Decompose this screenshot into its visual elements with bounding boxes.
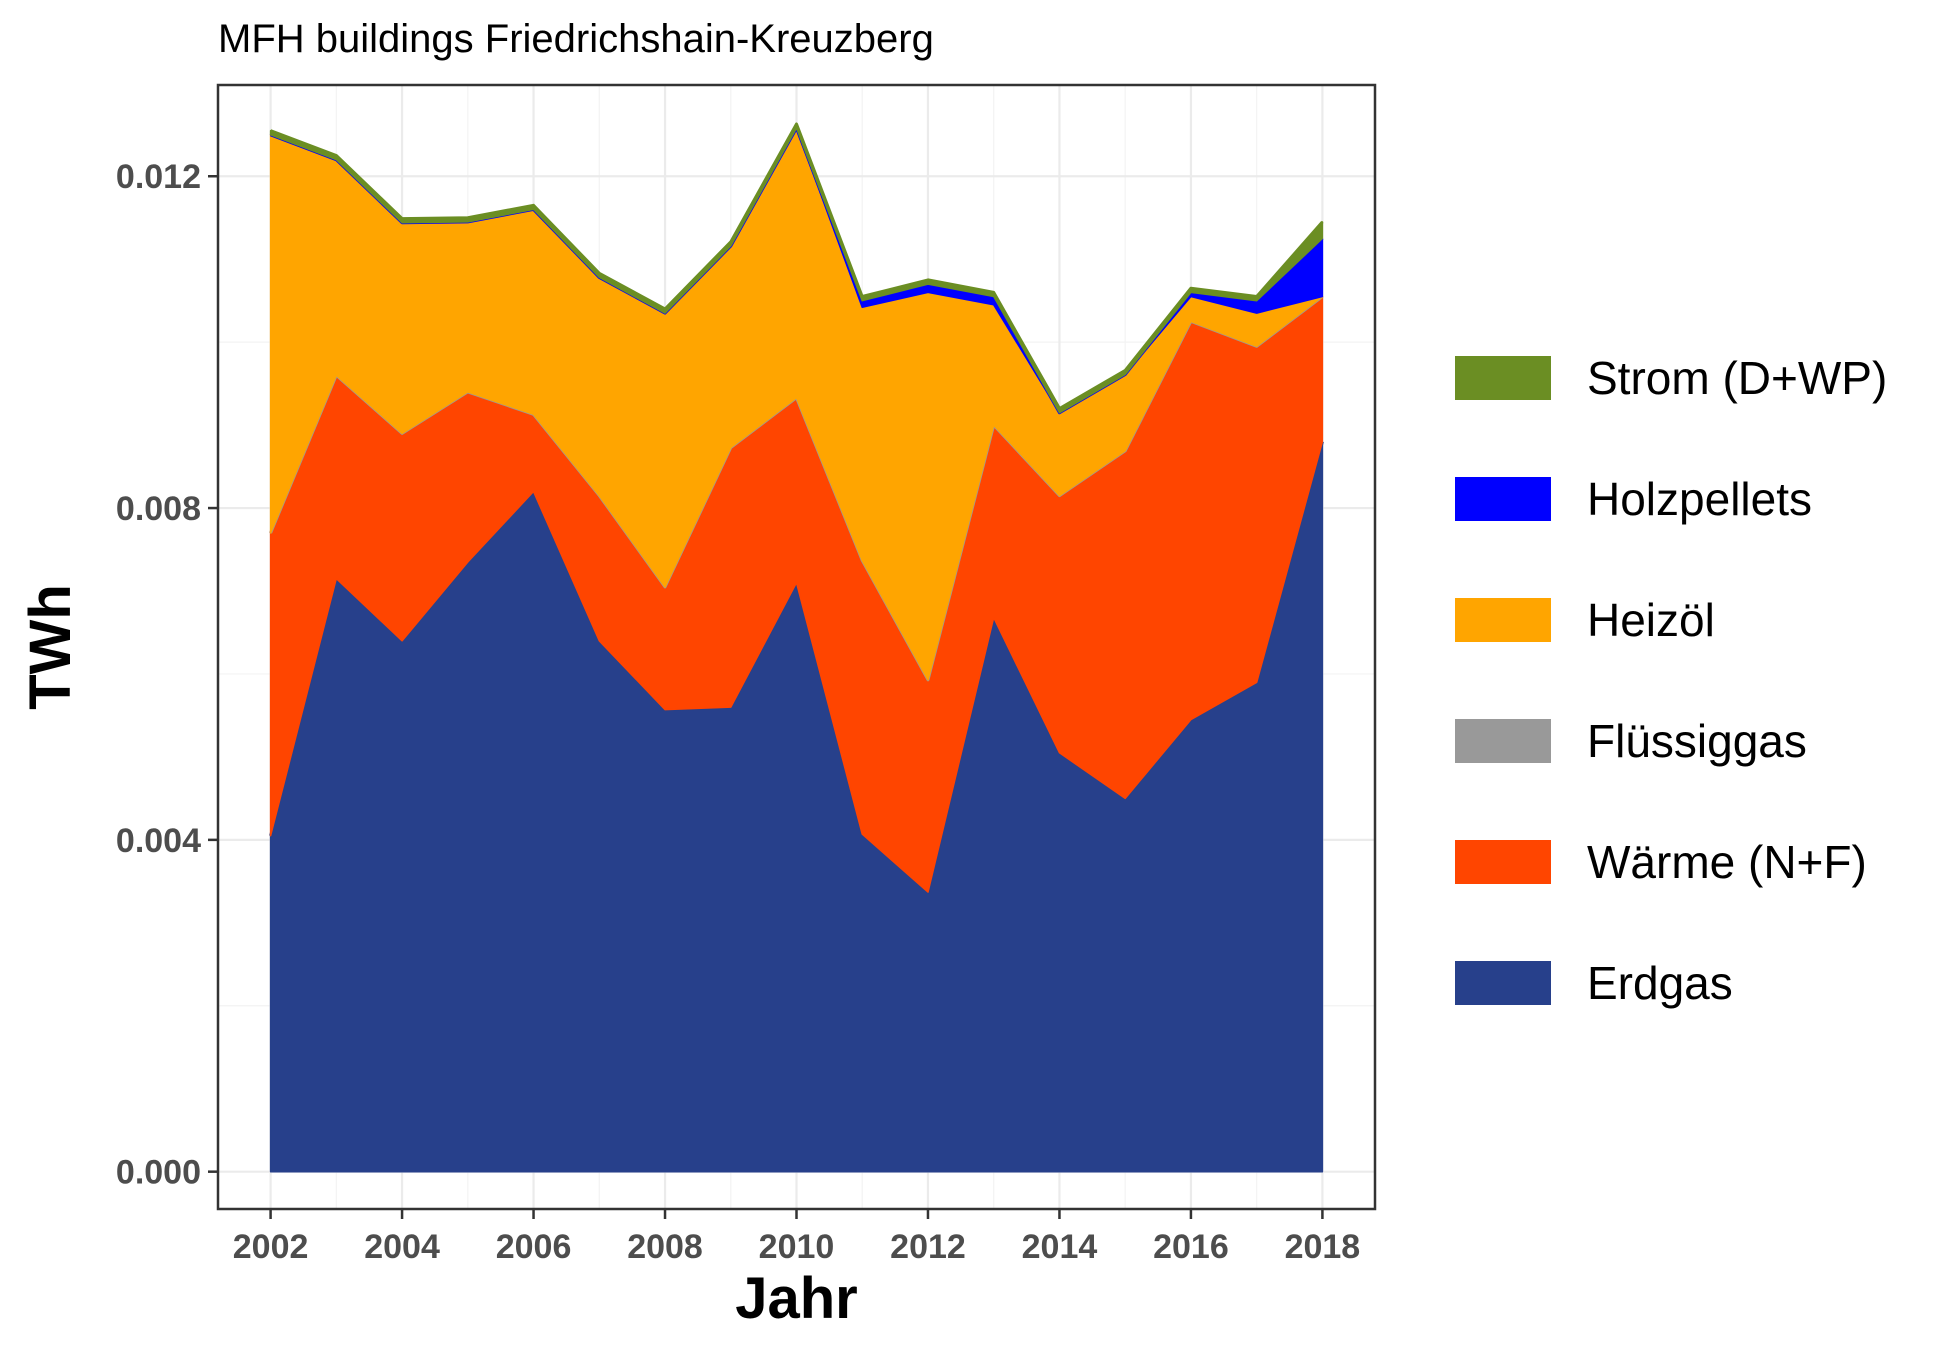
- x-tick-label: 2012: [890, 1228, 966, 1266]
- y-tick-label: 0.008: [116, 490, 201, 528]
- x-tick-label: 2014: [1022, 1228, 1098, 1266]
- area-layers: [269, 122, 1324, 1173]
- x-tick-label: 2010: [759, 1228, 835, 1266]
- chart-title: MFH buildings Friedrichshain-Kreuzberg: [218, 17, 934, 61]
- legend-key-heiz-l: [1455, 598, 1551, 642]
- legend-key-holzpellets: [1455, 477, 1551, 521]
- legend-label-fl-ssiggas: Flüssiggas: [1587, 715, 1807, 767]
- x-tick-label: 2006: [496, 1228, 572, 1266]
- legend: Strom (D+WP) Holzpellets Heizöl Flüssiggas W…: [1455, 352, 1887, 1009]
- legend-key-strom-d-wp: [1455, 356, 1551, 400]
- legend-key-erdgas: [1455, 961, 1551, 1005]
- x-tick-label: 2008: [627, 1228, 703, 1266]
- x-tick-label: 2004: [364, 1228, 440, 1266]
- x-tick-label: 2002: [233, 1228, 309, 1266]
- legend-label-heiz-l: Heizöl: [1587, 594, 1715, 646]
- legend-label-holzpellets: Holzpellets: [1587, 473, 1812, 525]
- y-axis-title: TWh: [18, 584, 83, 710]
- area-strom-d-wp-edge: [270, 122, 1324, 410]
- legend-label-erdgas: Erdgas: [1587, 957, 1733, 1009]
- legend-label-w-rme-n-f: Wärme (N+F): [1587, 836, 1867, 888]
- legend-key-w-rme-n-f: [1455, 840, 1551, 884]
- x-tick-label: 2018: [1285, 1228, 1361, 1266]
- x-tick-label: 2016: [1153, 1228, 1229, 1266]
- x-axis-title: Jahr: [735, 1266, 858, 1331]
- legend-key-fl-ssiggas: [1455, 719, 1551, 763]
- x-axis: 2002 2004 2006 2008 2010 2012 2014 2016 2018: [233, 1209, 1360, 1266]
- y-tick-label: 0.000: [116, 1154, 201, 1192]
- y-axis: 0.000 0.004 0.008 0.012: [116, 158, 218, 1192]
- y-tick-label: 0.012: [116, 158, 201, 196]
- plot-panel: [216, 83, 1377, 1211]
- y-tick-label: 0.004: [116, 822, 201, 860]
- legend-label-strom-d-wp: Strom (D+WP): [1587, 352, 1887, 404]
